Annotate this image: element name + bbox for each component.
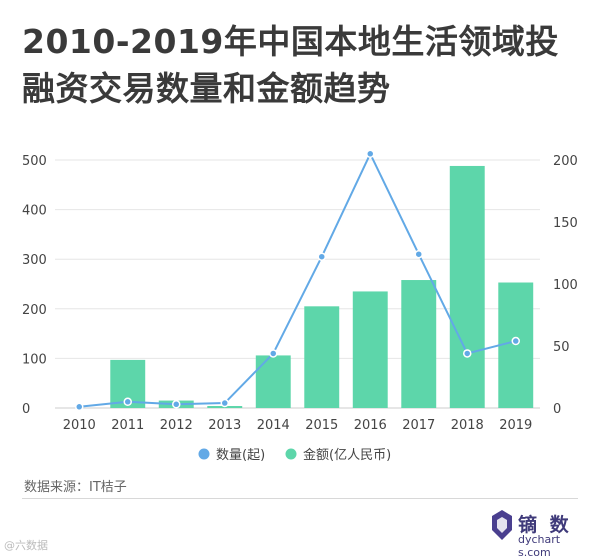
- chart-title: 2010-2019年中国本地生活领域投融资交易数量和金额趋势: [22, 22, 559, 108]
- bar: [255, 355, 291, 408]
- bar: [352, 291, 388, 408]
- legend-marker-bar: [285, 448, 297, 460]
- line-point: [463, 349, 472, 358]
- x-tick-label: 2015: [305, 418, 338, 433]
- y-left-tick-label: 0: [22, 402, 30, 417]
- y-right-tick-label: 150: [553, 216, 578, 231]
- legend-label: 金额(亿人民币): [303, 447, 391, 463]
- line-point: [123, 397, 132, 407]
- x-tick-label: 2016: [354, 418, 387, 433]
- legend-label: 数量(起): [216, 448, 265, 463]
- chart: 0 100 200 300 400 500 0 50 100 150 200 2010 2011 2012…: [22, 149, 578, 463]
- y-left-tick-label: 400: [22, 204, 47, 219]
- y-right-tick-label: 100: [553, 278, 578, 293]
- y-left-tick-label: 500: [22, 154, 47, 169]
- x-tick-label: 2010: [63, 418, 96, 433]
- brand-logo: 镝 数 dychart s.com: [488, 508, 588, 559]
- x-tick-label: 2014: [257, 418, 290, 433]
- line-point: [317, 252, 326, 261]
- legend-marker-line: [198, 448, 210, 460]
- bar: [401, 280, 437, 408]
- bar: [304, 306, 340, 408]
- y-right-tick-label: 200: [553, 154, 578, 169]
- line-point: [220, 398, 229, 408]
- brand-mark-icon: [492, 510, 512, 540]
- y-left-tick-label: 100: [22, 352, 47, 367]
- data-source: 数据来源：IT桔子: [24, 480, 127, 495]
- line-point: [366, 149, 375, 159]
- weibo-watermark: @六数据: [4, 539, 48, 552]
- y-right-tick-label: 0: [553, 402, 561, 417]
- x-tick-label: 2011: [111, 418, 144, 433]
- line-point: [269, 349, 278, 358]
- x-tick-label: 2019: [499, 418, 532, 433]
- line-point: [511, 336, 520, 346]
- x-tick-label: 2018: [451, 418, 484, 433]
- line-point: [75, 402, 84, 412]
- line-point: [414, 249, 423, 259]
- footer-divider: [22, 498, 578, 499]
- bar: [449, 165, 485, 408]
- x-tick-label: 2017: [402, 418, 435, 433]
- brand-name: 镝 数: [518, 514, 572, 536]
- y-left-tick-label: 300: [22, 253, 47, 268]
- x-tick-label: 2013: [208, 418, 241, 433]
- y-right-tick-label: 50: [553, 340, 570, 355]
- series-line: [79, 151, 516, 408]
- line-point: [172, 400, 181, 409]
- brand-url: dychart s.com: [518, 533, 561, 559]
- x-tick-label: 2012: [160, 418, 193, 433]
- y-left-tick-label: 200: [22, 303, 47, 318]
